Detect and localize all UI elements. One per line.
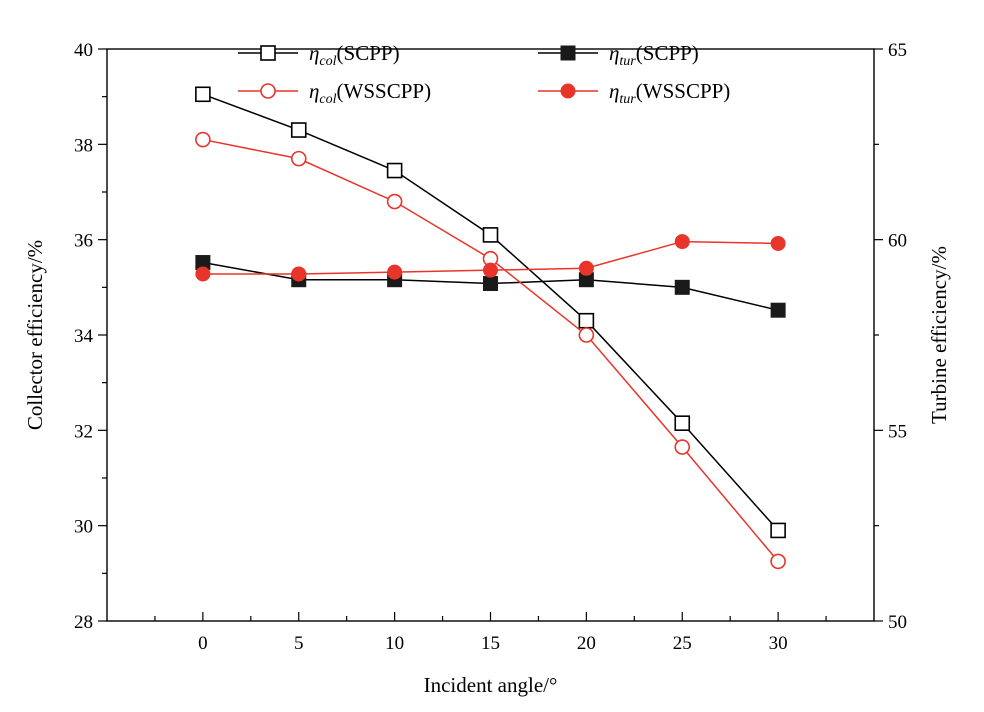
data-point-col-wsscpp (578, 327, 595, 343)
data-point-col-wsscpp (770, 553, 786, 570)
y-left-tick-label: 36 (74, 231, 93, 252)
y-left-tick-label: 40 (74, 40, 93, 61)
legend-item: ηtur(WSSCPP) (538, 79, 730, 107)
x-tick-label: 10 (385, 633, 404, 654)
x-tick-label: 5 (294, 633, 304, 654)
data-point-col-scpp (770, 522, 786, 539)
y-left-tick-label: 38 (74, 135, 93, 156)
x-tick-label: 15 (481, 633, 500, 654)
data-point-tur-scpp (674, 279, 690, 295)
legend-label: ηtur(SCPP) (609, 41, 699, 69)
y-left-tick-label: 32 (74, 421, 93, 442)
y-right-tick-label: 60 (888, 231, 907, 252)
data-point-col-wsscpp (674, 439, 691, 455)
legend-marker (560, 83, 576, 99)
y-right-tick-label: 65 (888, 40, 907, 61)
data-point-col-wsscpp (386, 193, 403, 210)
y-right-tick-label: 55 (888, 421, 907, 442)
legend-label: ηcol(WSSCPP) (309, 79, 431, 107)
data-point-col-scpp (674, 415, 691, 431)
y-left-tick-label: 34 (74, 326, 94, 347)
data-point-tur-wsscpp (291, 266, 307, 282)
data-point-tur-wsscpp (483, 262, 498, 278)
data-point-col-scpp (195, 86, 211, 103)
x-tick-label: 25 (673, 633, 692, 654)
data-point-tur-scpp (483, 276, 498, 292)
data-point-tur-wsscpp (578, 260, 594, 276)
series-layer (195, 86, 786, 570)
plot-frame (106, 48, 875, 622)
y-left-axis-title: Collector efficiency/% (23, 240, 47, 430)
legend-label: ηtur(WSSCPP) (609, 79, 730, 107)
y-right-tick-label: 50 (888, 612, 907, 633)
x-tick-label: 20 (577, 633, 596, 654)
legend-marker (260, 83, 276, 99)
x-tick-label: 30 (769, 633, 788, 654)
series-line-col-scpp (202, 93, 779, 531)
legend-marker (560, 45, 576, 61)
legend: ηcol(SCPP) ηtur(SCPP) ηcol(WSSCPP) ηtur(WSS… (238, 41, 730, 107)
x-axis-title: Incident angle/° (424, 673, 558, 697)
x-tick-label: 0 (198, 633, 208, 654)
data-point-col-scpp (290, 122, 307, 138)
legend-item: ηcol(WSSCPP) (238, 79, 431, 107)
y-left-tick-label: 30 (74, 517, 93, 538)
data-point-tur-wsscpp (770, 235, 786, 251)
data-point-col-wsscpp (195, 131, 211, 148)
series-line-col-wsscpp (202, 138, 779, 562)
data-point-tur-wsscpp (674, 234, 690, 250)
data-point-tur-wsscpp (387, 264, 403, 280)
legend-item: ηcol(SCPP) (238, 41, 400, 69)
legend-item: ηtur(SCPP) (538, 41, 699, 69)
legend-label: ηcol(SCPP) (309, 41, 400, 69)
y-left-tick-label: 28 (74, 612, 93, 633)
axes: 0 5 10 15 20 25 30 28 30 32 34 36 38 40 50 55 60 65 Incide… (23, 40, 951, 697)
legend-marker (260, 45, 276, 61)
y-right-axis-title: Turbine efficiency/% (927, 246, 951, 424)
data-point-col-wsscpp (290, 150, 307, 167)
data-point-col-scpp (386, 162, 403, 179)
data-point-col-scpp (482, 227, 499, 243)
data-point-col-scpp (578, 312, 595, 329)
data-point-tur-wsscpp (195, 266, 211, 282)
data-point-tur-scpp (770, 302, 786, 318)
